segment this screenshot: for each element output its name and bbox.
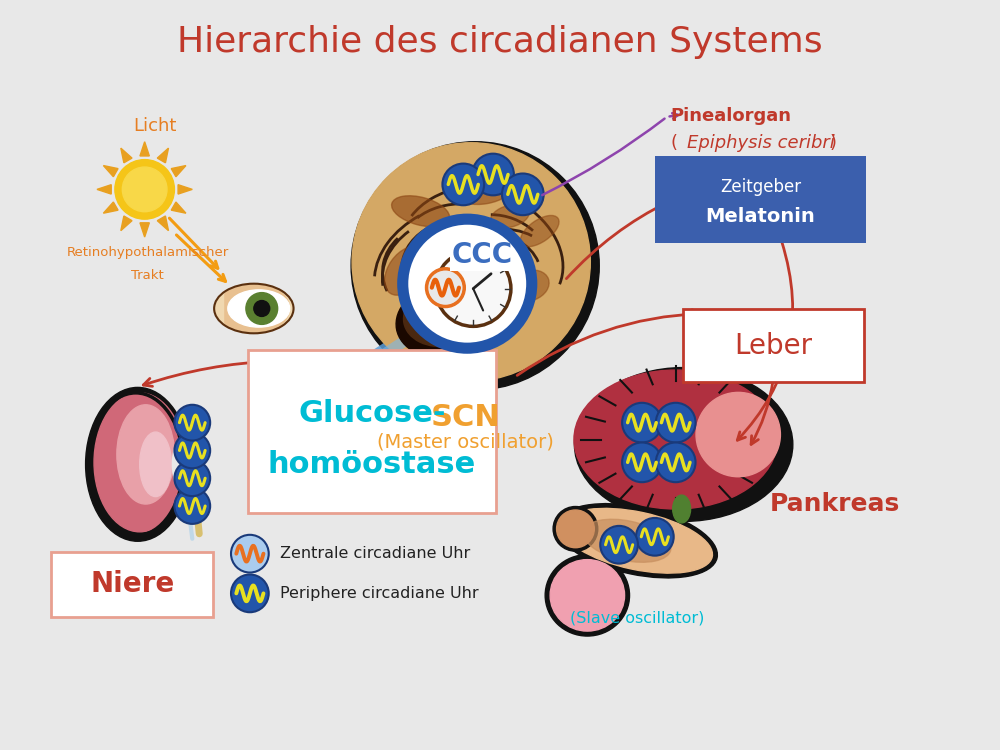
Circle shape — [352, 142, 590, 381]
Ellipse shape — [94, 393, 185, 532]
Ellipse shape — [140, 432, 171, 496]
Polygon shape — [103, 166, 118, 177]
Circle shape — [122, 167, 167, 211]
Circle shape — [351, 142, 599, 390]
Circle shape — [435, 251, 511, 326]
Ellipse shape — [545, 555, 630, 636]
Ellipse shape — [458, 178, 512, 205]
Text: Zentrale circadiane Uhr: Zentrale circadiane Uhr — [280, 546, 470, 561]
Ellipse shape — [214, 284, 294, 333]
Circle shape — [600, 526, 638, 563]
Circle shape — [174, 405, 210, 440]
Text: Zeitgeber: Zeitgeber — [720, 178, 801, 196]
Ellipse shape — [574, 370, 777, 509]
Polygon shape — [171, 166, 186, 177]
FancyBboxPatch shape — [248, 350, 496, 513]
Circle shape — [656, 403, 696, 442]
FancyBboxPatch shape — [450, 239, 514, 271]
Circle shape — [231, 535, 269, 572]
Ellipse shape — [385, 246, 427, 296]
Circle shape — [174, 488, 210, 524]
Text: Leber: Leber — [734, 332, 813, 360]
Circle shape — [622, 403, 662, 442]
Polygon shape — [157, 148, 168, 163]
Text: Periphere circadiane Uhr: Periphere circadiane Uhr — [280, 586, 478, 601]
Circle shape — [656, 442, 696, 482]
Text: CCC: CCC — [452, 241, 513, 269]
Polygon shape — [171, 202, 186, 213]
Text: (: ( — [671, 134, 678, 152]
Ellipse shape — [172, 437, 194, 492]
Text: (Master oscillator): (Master oscillator) — [377, 433, 554, 451]
Polygon shape — [178, 184, 192, 194]
Circle shape — [231, 574, 269, 612]
Ellipse shape — [510, 270, 549, 302]
Ellipse shape — [520, 215, 559, 247]
Ellipse shape — [86, 388, 190, 542]
Ellipse shape — [450, 308, 500, 333]
Polygon shape — [225, 284, 290, 333]
Circle shape — [403, 219, 532, 348]
Ellipse shape — [557, 510, 594, 548]
Ellipse shape — [396, 283, 495, 358]
Ellipse shape — [574, 368, 793, 521]
Ellipse shape — [557, 503, 717, 578]
Ellipse shape — [117, 405, 174, 504]
Circle shape — [427, 268, 464, 307]
Ellipse shape — [550, 560, 625, 631]
Text: Niere: Niere — [90, 571, 174, 598]
Polygon shape — [121, 148, 132, 163]
Text: (Slave oscillator): (Slave oscillator) — [570, 610, 704, 626]
Text: Retinohypothalamischer: Retinohypothalamischer — [67, 246, 229, 259]
Circle shape — [442, 164, 484, 206]
Circle shape — [254, 301, 270, 316]
Text: Melatonin: Melatonin — [706, 207, 815, 226]
Polygon shape — [97, 184, 111, 194]
Circle shape — [174, 433, 210, 468]
Ellipse shape — [421, 236, 470, 266]
Text: homöostase: homöostase — [268, 450, 476, 479]
Ellipse shape — [673, 495, 691, 523]
FancyBboxPatch shape — [683, 310, 864, 382]
Text: Hierarchie des circadianen Systems: Hierarchie des circadianen Systems — [177, 25, 823, 58]
Circle shape — [636, 518, 674, 556]
Ellipse shape — [491, 205, 529, 228]
Text: Glucose-: Glucose- — [298, 399, 446, 428]
Polygon shape — [157, 216, 168, 231]
Ellipse shape — [404, 284, 487, 346]
Circle shape — [246, 292, 278, 325]
Text: Trakt: Trakt — [131, 268, 164, 282]
FancyBboxPatch shape — [51, 552, 213, 617]
Ellipse shape — [561, 509, 712, 573]
Circle shape — [622, 442, 662, 482]
Polygon shape — [121, 216, 132, 231]
Polygon shape — [140, 142, 149, 156]
Text: SCN: SCN — [430, 403, 500, 432]
Ellipse shape — [583, 519, 671, 562]
Circle shape — [115, 160, 174, 219]
Circle shape — [174, 460, 210, 496]
Ellipse shape — [696, 392, 780, 477]
Text: Pinealorgan: Pinealorgan — [671, 107, 792, 125]
Ellipse shape — [553, 506, 598, 551]
Text: ): ) — [830, 134, 837, 152]
Polygon shape — [103, 202, 118, 213]
Circle shape — [502, 173, 544, 215]
Text: Epiphysis ceribri: Epiphysis ceribri — [687, 134, 834, 152]
Text: Licht: Licht — [133, 117, 176, 135]
Text: Pankreas: Pankreas — [770, 492, 900, 516]
Ellipse shape — [228, 290, 290, 327]
Circle shape — [472, 154, 514, 195]
FancyBboxPatch shape — [655, 156, 866, 243]
Polygon shape — [140, 223, 149, 237]
Ellipse shape — [392, 196, 450, 226]
